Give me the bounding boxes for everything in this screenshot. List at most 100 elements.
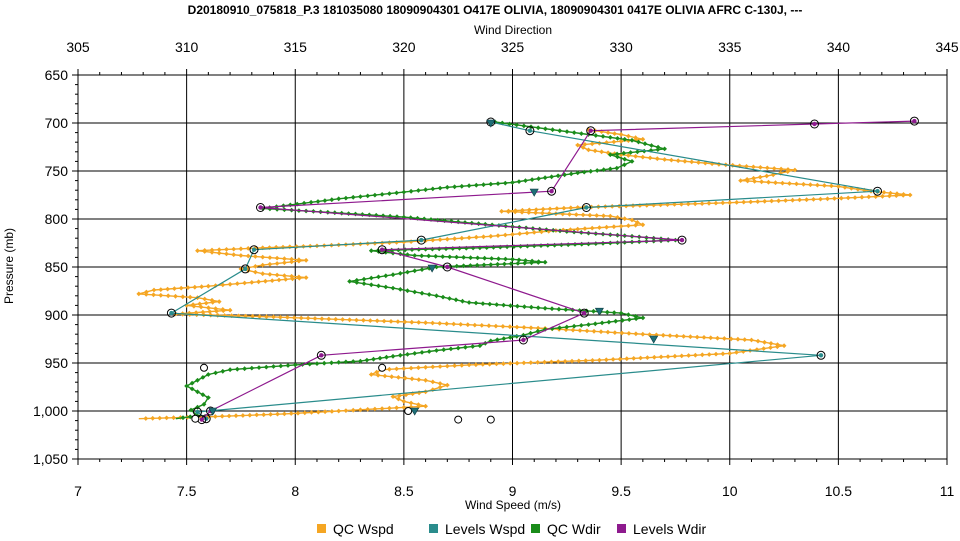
- data-point: [564, 129, 570, 134]
- data-point: [785, 169, 791, 174]
- data-point: [219, 413, 225, 419]
- data-point: [601, 213, 606, 219]
- data-point: [552, 242, 557, 248]
- series-line: [138, 129, 911, 420]
- data-point: [629, 137, 635, 143]
- data-point: [282, 260, 287, 266]
- data-point: [402, 375, 408, 381]
- data-point: [387, 191, 392, 196]
- data-point: [226, 413, 232, 419]
- data-point: [437, 237, 443, 242]
- data-point: [488, 262, 494, 267]
- data-point: [481, 262, 487, 268]
- data-point: [518, 335, 528, 345]
- data-point: [761, 346, 767, 351]
- data-point: [261, 412, 267, 418]
- series-1: [166, 117, 882, 424]
- data-point: [319, 316, 325, 322]
- data-point: [622, 136, 628, 142]
- data-point: [192, 284, 198, 290]
- data-point: [838, 195, 844, 201]
- data-point: [571, 323, 577, 329]
- data-point: [487, 301, 493, 307]
- data-point: [379, 406, 385, 411]
- data-point-center: [527, 128, 533, 133]
- data-point: [640, 315, 646, 321]
- data-point: [514, 122, 520, 128]
- data-point: [669, 157, 674, 163]
- data-point: [274, 272, 280, 278]
- data-point: [630, 203, 636, 209]
- data-point: [591, 328, 597, 334]
- data-point: [792, 167, 798, 173]
- data-point: [440, 254, 446, 259]
- data-point: [573, 212, 579, 217]
- data-point: [640, 154, 646, 160]
- data-point: [423, 364, 428, 370]
- data-point: [289, 259, 294, 265]
- data-point: [274, 255, 280, 261]
- data-point: [454, 254, 459, 260]
- data-point: [382, 373, 388, 379]
- data-point: [512, 209, 518, 215]
- data-point: [535, 305, 541, 311]
- data-point: [215, 312, 221, 318]
- data-point: [635, 220, 640, 225]
- data-point: [699, 201, 705, 206]
- data-point: [350, 407, 356, 413]
- data-point: [444, 321, 450, 327]
- data-point: [758, 165, 763, 170]
- data-point: [333, 316, 339, 322]
- data-point: [224, 251, 229, 257]
- x-bottom-tick-label: 10.5: [825, 483, 852, 499]
- data-point: [514, 360, 520, 366]
- data-point: [496, 256, 501, 262]
- data-point: [615, 154, 620, 160]
- data-point: [533, 207, 539, 212]
- chart-title: D20180910_075818_P.3 181035080 180909043…: [188, 3, 803, 17]
- data-point: [804, 197, 809, 203]
- data-point: [388, 319, 394, 324]
- data-point: [619, 330, 625, 336]
- x-bottom-tick-label: 9.5: [611, 483, 631, 499]
- data-point: [859, 194, 865, 200]
- data-point: [604, 309, 610, 315]
- data-point-center: [379, 247, 385, 252]
- data-point: [755, 338, 761, 344]
- data-point: [195, 377, 200, 383]
- data-point: [600, 240, 606, 246]
- data-point: [526, 210, 532, 215]
- data-point: [499, 208, 504, 214]
- data-point: [540, 206, 546, 212]
- data-point: [679, 353, 685, 359]
- data-point: [706, 352, 712, 357]
- data-point: [493, 323, 499, 329]
- data-point: [447, 296, 452, 301]
- triangle-marker: [649, 335, 659, 344]
- data-point: [651, 354, 657, 360]
- data-point: [201, 401, 207, 407]
- data-point: [143, 292, 149, 297]
- data-point: [397, 287, 403, 292]
- data-point: [447, 254, 453, 260]
- data-point: [329, 197, 335, 203]
- x-top-tick-label: 325: [501, 39, 525, 55]
- data-point: [200, 392, 206, 398]
- data-point: [269, 278, 275, 283]
- data-point: [437, 381, 443, 386]
- data-point: [390, 394, 396, 399]
- x-top-tick-label: 320: [392, 39, 416, 55]
- data-point: [735, 336, 741, 342]
- data-point: [524, 230, 530, 236]
- data-point: [545, 243, 551, 248]
- data-point: [285, 315, 290, 320]
- data-point: [434, 293, 439, 299]
- data-point: [506, 209, 511, 214]
- data-point: [416, 377, 422, 382]
- y-tick-label: 850: [45, 259, 69, 275]
- extra-markers: [191, 119, 659, 424]
- data-point: [307, 361, 313, 367]
- data-point: [260, 271, 266, 277]
- data-point: [794, 181, 799, 187]
- data-point-center: [445, 264, 450, 270]
